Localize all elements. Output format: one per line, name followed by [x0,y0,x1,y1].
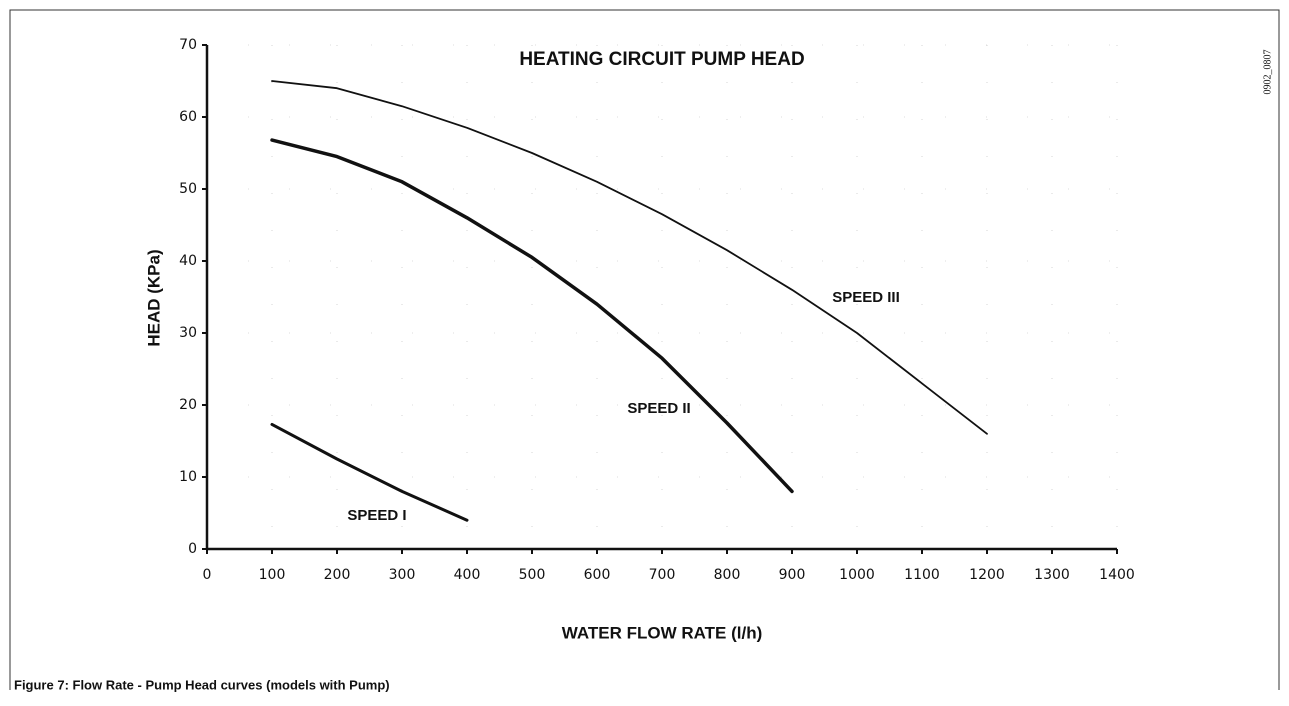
chart-title: HEATING CIRCUIT PUMP HEAD [519,49,804,70]
x-tick-label: 1400 [1099,567,1135,583]
y-tick-label: 60 [179,109,197,125]
series-label: SPEED III [832,289,900,306]
caption: Figure 7: Flow Rate - Pump Head curves (… [14,677,390,692]
y-tick-label: 40 [179,253,197,269]
series-label: SPEED I [347,507,406,524]
series-label: SPEED II [627,400,690,417]
frame [9,9,1280,690]
x-tick-label: 500 [519,567,546,583]
curve [270,138,794,494]
x-tick-label: 200 [324,567,351,583]
y-tick-label: 30 [179,325,197,341]
x-tick-label: 600 [584,567,611,583]
x-tick-label: 1300 [1034,567,1070,583]
x-tick-label: 100 [259,567,286,583]
y-tick-label: 70 [179,37,197,53]
x-tick-label: 1100 [904,567,940,583]
y-tick-label: 50 [179,181,197,197]
x-tick-label: 400 [454,567,481,583]
curve [270,422,469,522]
x-tick-label: 800 [714,567,741,583]
x-tick-label: 1000 [839,567,875,583]
figure-id: 0902_0807 [1262,50,1273,95]
y-axis-label: HEAD (KPa) [144,249,163,346]
y-tick-label: 0 [188,541,197,557]
curve [271,80,988,435]
x-tick-label: 300 [389,567,416,583]
y-tick-label: 20 [179,397,197,413]
y-tick-label: 10 [179,469,197,485]
x-tick-label: 900 [779,567,806,583]
x-tick-label: 700 [649,567,676,583]
x-tick-label: 1200 [969,567,1005,583]
x-axis-label: WATER FLOW RATE (l/h) [562,623,763,642]
x-tick-label: 0 [203,567,212,583]
